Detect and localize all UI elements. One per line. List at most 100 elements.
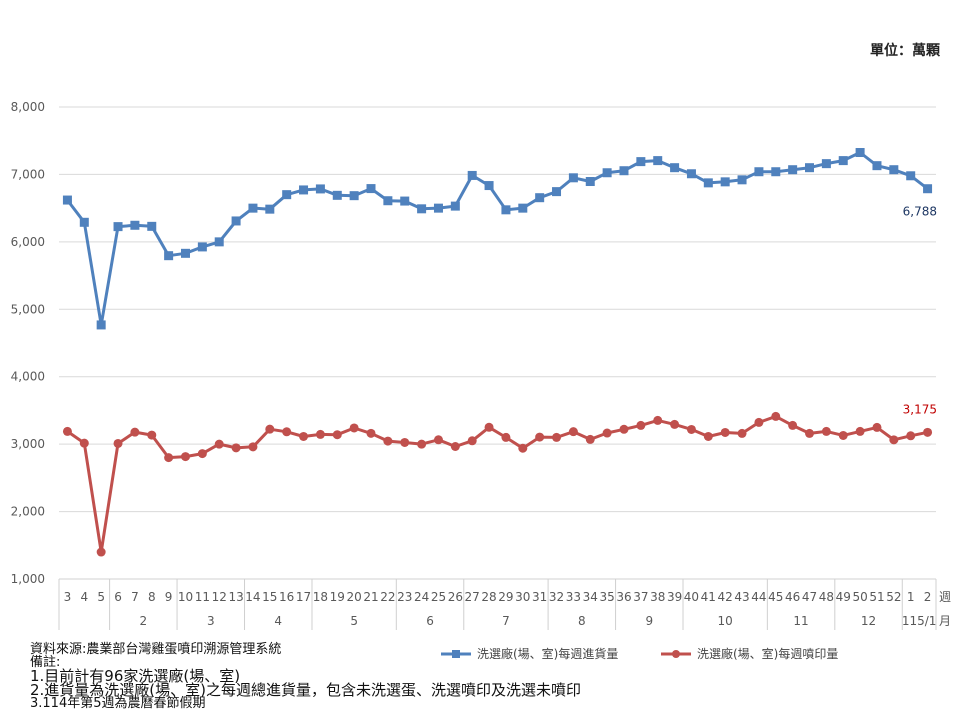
x-axis-week-title: 週 — [939, 590, 951, 604]
data-point — [417, 439, 427, 449]
data-point — [855, 148, 865, 158]
x-tick-week: 41 — [701, 590, 716, 604]
data-point — [754, 167, 764, 177]
data-point — [568, 427, 578, 437]
x-tick-week: 34 — [583, 590, 598, 604]
data-point — [788, 420, 798, 430]
data-point — [518, 203, 528, 213]
data-point — [231, 216, 241, 226]
data-point — [906, 171, 916, 181]
legend-item-intake: 洗選廠(場、室)每週進貨量 — [441, 645, 618, 662]
data-point — [821, 426, 831, 436]
y-tick-label: 6,000 — [11, 235, 45, 249]
unit-label: 單位：萬顆 — [870, 43, 940, 59]
data-point — [636, 157, 646, 167]
data-point — [703, 431, 713, 441]
x-tick-week: 6 — [114, 590, 122, 604]
data-point — [366, 184, 376, 194]
x-tick-week: 39 — [667, 590, 682, 604]
data-point — [838, 156, 848, 166]
data-point — [450, 201, 460, 211]
data-point — [686, 424, 696, 434]
data-point — [62, 426, 72, 436]
data-point — [788, 165, 798, 175]
y-tick-label: 1,000 — [11, 572, 45, 586]
x-tick-week: 46 — [785, 590, 800, 604]
data-point — [670, 419, 680, 429]
x-tick-week: 3 — [64, 590, 72, 604]
data-point — [130, 220, 140, 230]
data-point — [754, 417, 764, 427]
data-point — [400, 196, 410, 206]
x-tick-week: 16 — [279, 590, 294, 604]
x-tick-week: 26 — [448, 590, 463, 604]
x-tick-week: 12 — [212, 590, 227, 604]
x-tick-week: 24 — [414, 590, 429, 604]
data-point — [737, 428, 747, 438]
series-intake: 6,788 — [62, 148, 937, 330]
data-point — [720, 427, 730, 437]
footnotes: 資料來源:農業部台灣雞蛋噴印溯源管理系統 備註: 1.目前計有96家洗選廠(場、… — [30, 643, 581, 710]
data-point — [619, 424, 629, 434]
data-point — [501, 205, 511, 215]
x-tick-month: 12 — [861, 614, 876, 628]
x-tick-month: 7 — [502, 614, 510, 628]
note-2: 2.進貨量為洗選廠(場、室)之每週總進貨量，包含未洗選蛋、洗選噴印及洗選未噴印 — [30, 681, 582, 699]
data-point — [484, 181, 494, 191]
data-point — [332, 430, 342, 440]
data-point — [164, 453, 174, 463]
data-point — [349, 423, 359, 433]
data-point — [383, 196, 393, 206]
legend-label-intake: 洗選廠(場、室)每週進貨量 — [477, 647, 619, 661]
data-point — [147, 430, 157, 440]
x-tick-month: 10 — [718, 614, 733, 628]
data-point — [282, 427, 292, 437]
data-point — [248, 442, 258, 452]
data-point — [535, 432, 545, 442]
data-point — [805, 428, 815, 438]
note-3: 3.114年第5週為農曆春節假期 — [30, 696, 206, 711]
x-tick-week: 48 — [819, 590, 834, 604]
y-tick-label: 4,000 — [11, 370, 45, 384]
data-point — [130, 427, 140, 437]
data-point — [636, 420, 646, 430]
data-point — [568, 173, 578, 183]
data-point — [214, 439, 224, 449]
data-point — [349, 191, 359, 201]
data-point — [400, 437, 410, 447]
x-tick-month: 4 — [274, 614, 282, 628]
data-point — [62, 195, 72, 205]
y-tick-label: 3,000 — [11, 437, 45, 451]
x-tick-week: 11 — [195, 590, 210, 604]
data-point — [653, 415, 663, 425]
data-point — [872, 161, 882, 171]
x-tick-week: 50 — [852, 590, 867, 604]
x-tick-week: 44 — [751, 590, 766, 604]
x-tick-month: 5 — [350, 614, 358, 628]
data-point — [602, 168, 612, 178]
legend-label-printed: 洗選廠(場、室)每週噴印量 — [697, 647, 839, 661]
x-tick-month: 6 — [426, 614, 434, 628]
x-tick-week: 28 — [481, 590, 496, 604]
last-value-label: 6,788 — [903, 205, 937, 219]
data-point — [771, 411, 781, 421]
x-tick-month: 9 — [645, 614, 653, 628]
data-point — [265, 204, 275, 214]
data-point — [113, 222, 123, 232]
y-tick-label: 8,000 — [11, 100, 45, 114]
x-tick-week: 49 — [836, 590, 851, 604]
x-tick-week: 22 — [380, 590, 395, 604]
data-point — [906, 431, 916, 441]
x-axis-month-title: 月 — [939, 614, 951, 628]
last-value-label: 3,175 — [903, 402, 937, 416]
data-point — [737, 175, 747, 185]
data-point — [535, 193, 545, 203]
data-point — [821, 159, 831, 169]
x-tick-week: 30 — [515, 590, 530, 604]
x-tick-week: 35 — [599, 590, 614, 604]
x-tick-week: 19 — [330, 590, 345, 604]
x-tick-week: 51 — [869, 590, 884, 604]
data-point — [79, 438, 89, 448]
data-point — [670, 163, 680, 173]
